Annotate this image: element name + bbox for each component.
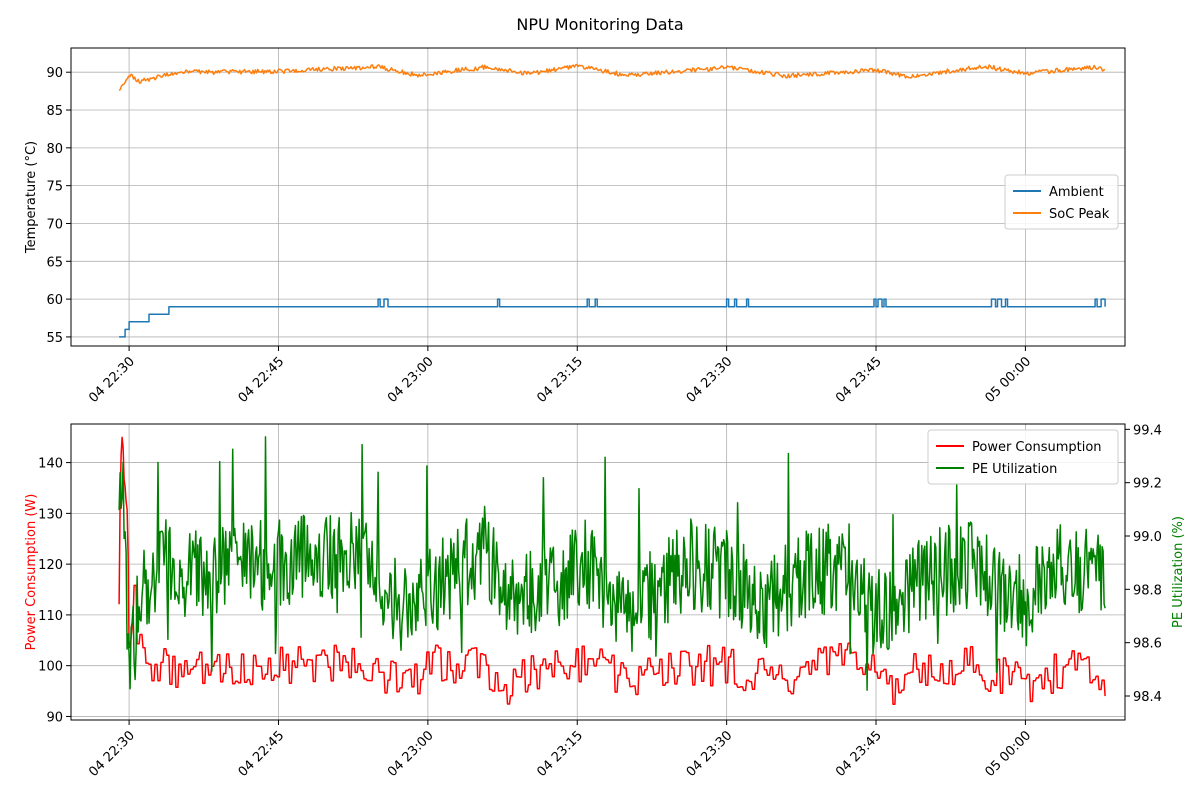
y2-tick-label: 98.8 [1133, 583, 1162, 598]
x-tick-label: 04 23:45 [833, 728, 885, 780]
y2-tick-label: 98.6 [1133, 637, 1162, 652]
y-tick-label: 75 [46, 180, 63, 195]
y-tick-label: 85 [46, 104, 63, 119]
x-tick-label: 04 23:15 [534, 728, 586, 780]
y2-tick-label: 99.2 [1133, 477, 1162, 492]
y-tick-label: 110 [38, 609, 63, 624]
legend-label-ambient: Ambient [1049, 185, 1104, 200]
y2-tick-label: 99.0 [1133, 530, 1162, 545]
temperature-x-ticks: 04 22:30 04 22:45 04 23:00 04 23:15 04 23:30… [86, 346, 1034, 406]
power-plot-frame [70, 423, 1126, 721]
legend-label-pe-utilization: PE Utilization [972, 462, 1057, 477]
y-tick-label: 90 [46, 710, 63, 725]
y2-tick-label: 99.4 [1133, 423, 1162, 438]
power-utilization-plot: 04 22:30 04 22:45 04 23:00 04 23:15 04 23:30… [24, 423, 1186, 780]
y-tick-label: 70 [46, 217, 63, 232]
power-consumption-line [118, 436, 1106, 705]
x-tick-label: 04 22:30 [86, 728, 138, 780]
legend-label-power-consumption: Power Consumption [972, 440, 1102, 455]
temperature-plot: 04 22:30 04 22:45 04 23:00 04 23:15 04 23:30… [24, 47, 1126, 406]
pe-utilization-line [118, 436, 1106, 691]
y-tick-label: 60 [46, 293, 63, 308]
temperature-y-axis-label: Temperature (°C) [24, 141, 39, 254]
x-tick-label: 04 22:45 [236, 354, 288, 406]
power-utilization-series [118, 436, 1106, 705]
x-tick-label: 04 23:30 [684, 728, 736, 780]
x-tick-label: 05 00:00 [983, 728, 1035, 780]
soc-peak-line [118, 63, 1106, 91]
temperature-grid [71, 48, 1125, 346]
legend-box [1004, 174, 1119, 230]
legend-label-soc-peak: SoC Peak [1049, 207, 1110, 222]
x-tick-label: 04 23:00 [385, 728, 437, 780]
y-tick-label: 100 [38, 660, 63, 675]
x-tick-label: 04 23:45 [833, 354, 885, 406]
x-tick-label: 04 23:15 [534, 354, 586, 406]
ambient-line [119, 298, 1106, 338]
temperature-series [118, 63, 1106, 338]
x-tick-label: 05 00:00 [983, 354, 1035, 406]
y-tick-label: 140 [38, 457, 63, 472]
x-tick-label: 04 22:30 [86, 354, 138, 406]
x-tick-label: 04 23:00 [385, 354, 437, 406]
x-tick-label: 04 23:30 [684, 354, 736, 406]
figure-title: NPU Monitoring Data [516, 15, 683, 34]
y2-tick-label: 98.4 [1133, 690, 1162, 705]
power-y-ticks: 90 100 110 120 130 140 [38, 457, 71, 725]
legend-box [927, 429, 1119, 485]
temperature-y-ticks: 55 60 65 70 75 80 85 90 [46, 66, 71, 346]
y-tick-label: 130 [38, 507, 63, 522]
y-tick-label: 90 [46, 66, 63, 81]
power-y-axis-label: Power Consumption (W) [24, 494, 39, 651]
temperature-plot-frame [70, 47, 1126, 347]
utilization-y-axis-label: PE Utilization (%) [1171, 516, 1186, 628]
y-tick-label: 80 [46, 142, 63, 157]
power-x-ticks: 04 22:30 04 22:45 04 23:00 04 23:15 04 23:30… [86, 720, 1034, 780]
utilization-y-ticks: 98.4 98.6 98.8 99.0 99.2 99.4 [1125, 423, 1162, 705]
y-tick-label: 55 [46, 331, 63, 346]
x-tick-label: 04 22:45 [236, 728, 288, 780]
y-tick-label: 120 [38, 558, 63, 573]
temperature-legend: Ambient SoC Peak [1004, 174, 1119, 230]
power-legend: Power Consumption PE Utilization [927, 429, 1119, 485]
y-tick-label: 65 [46, 255, 63, 270]
